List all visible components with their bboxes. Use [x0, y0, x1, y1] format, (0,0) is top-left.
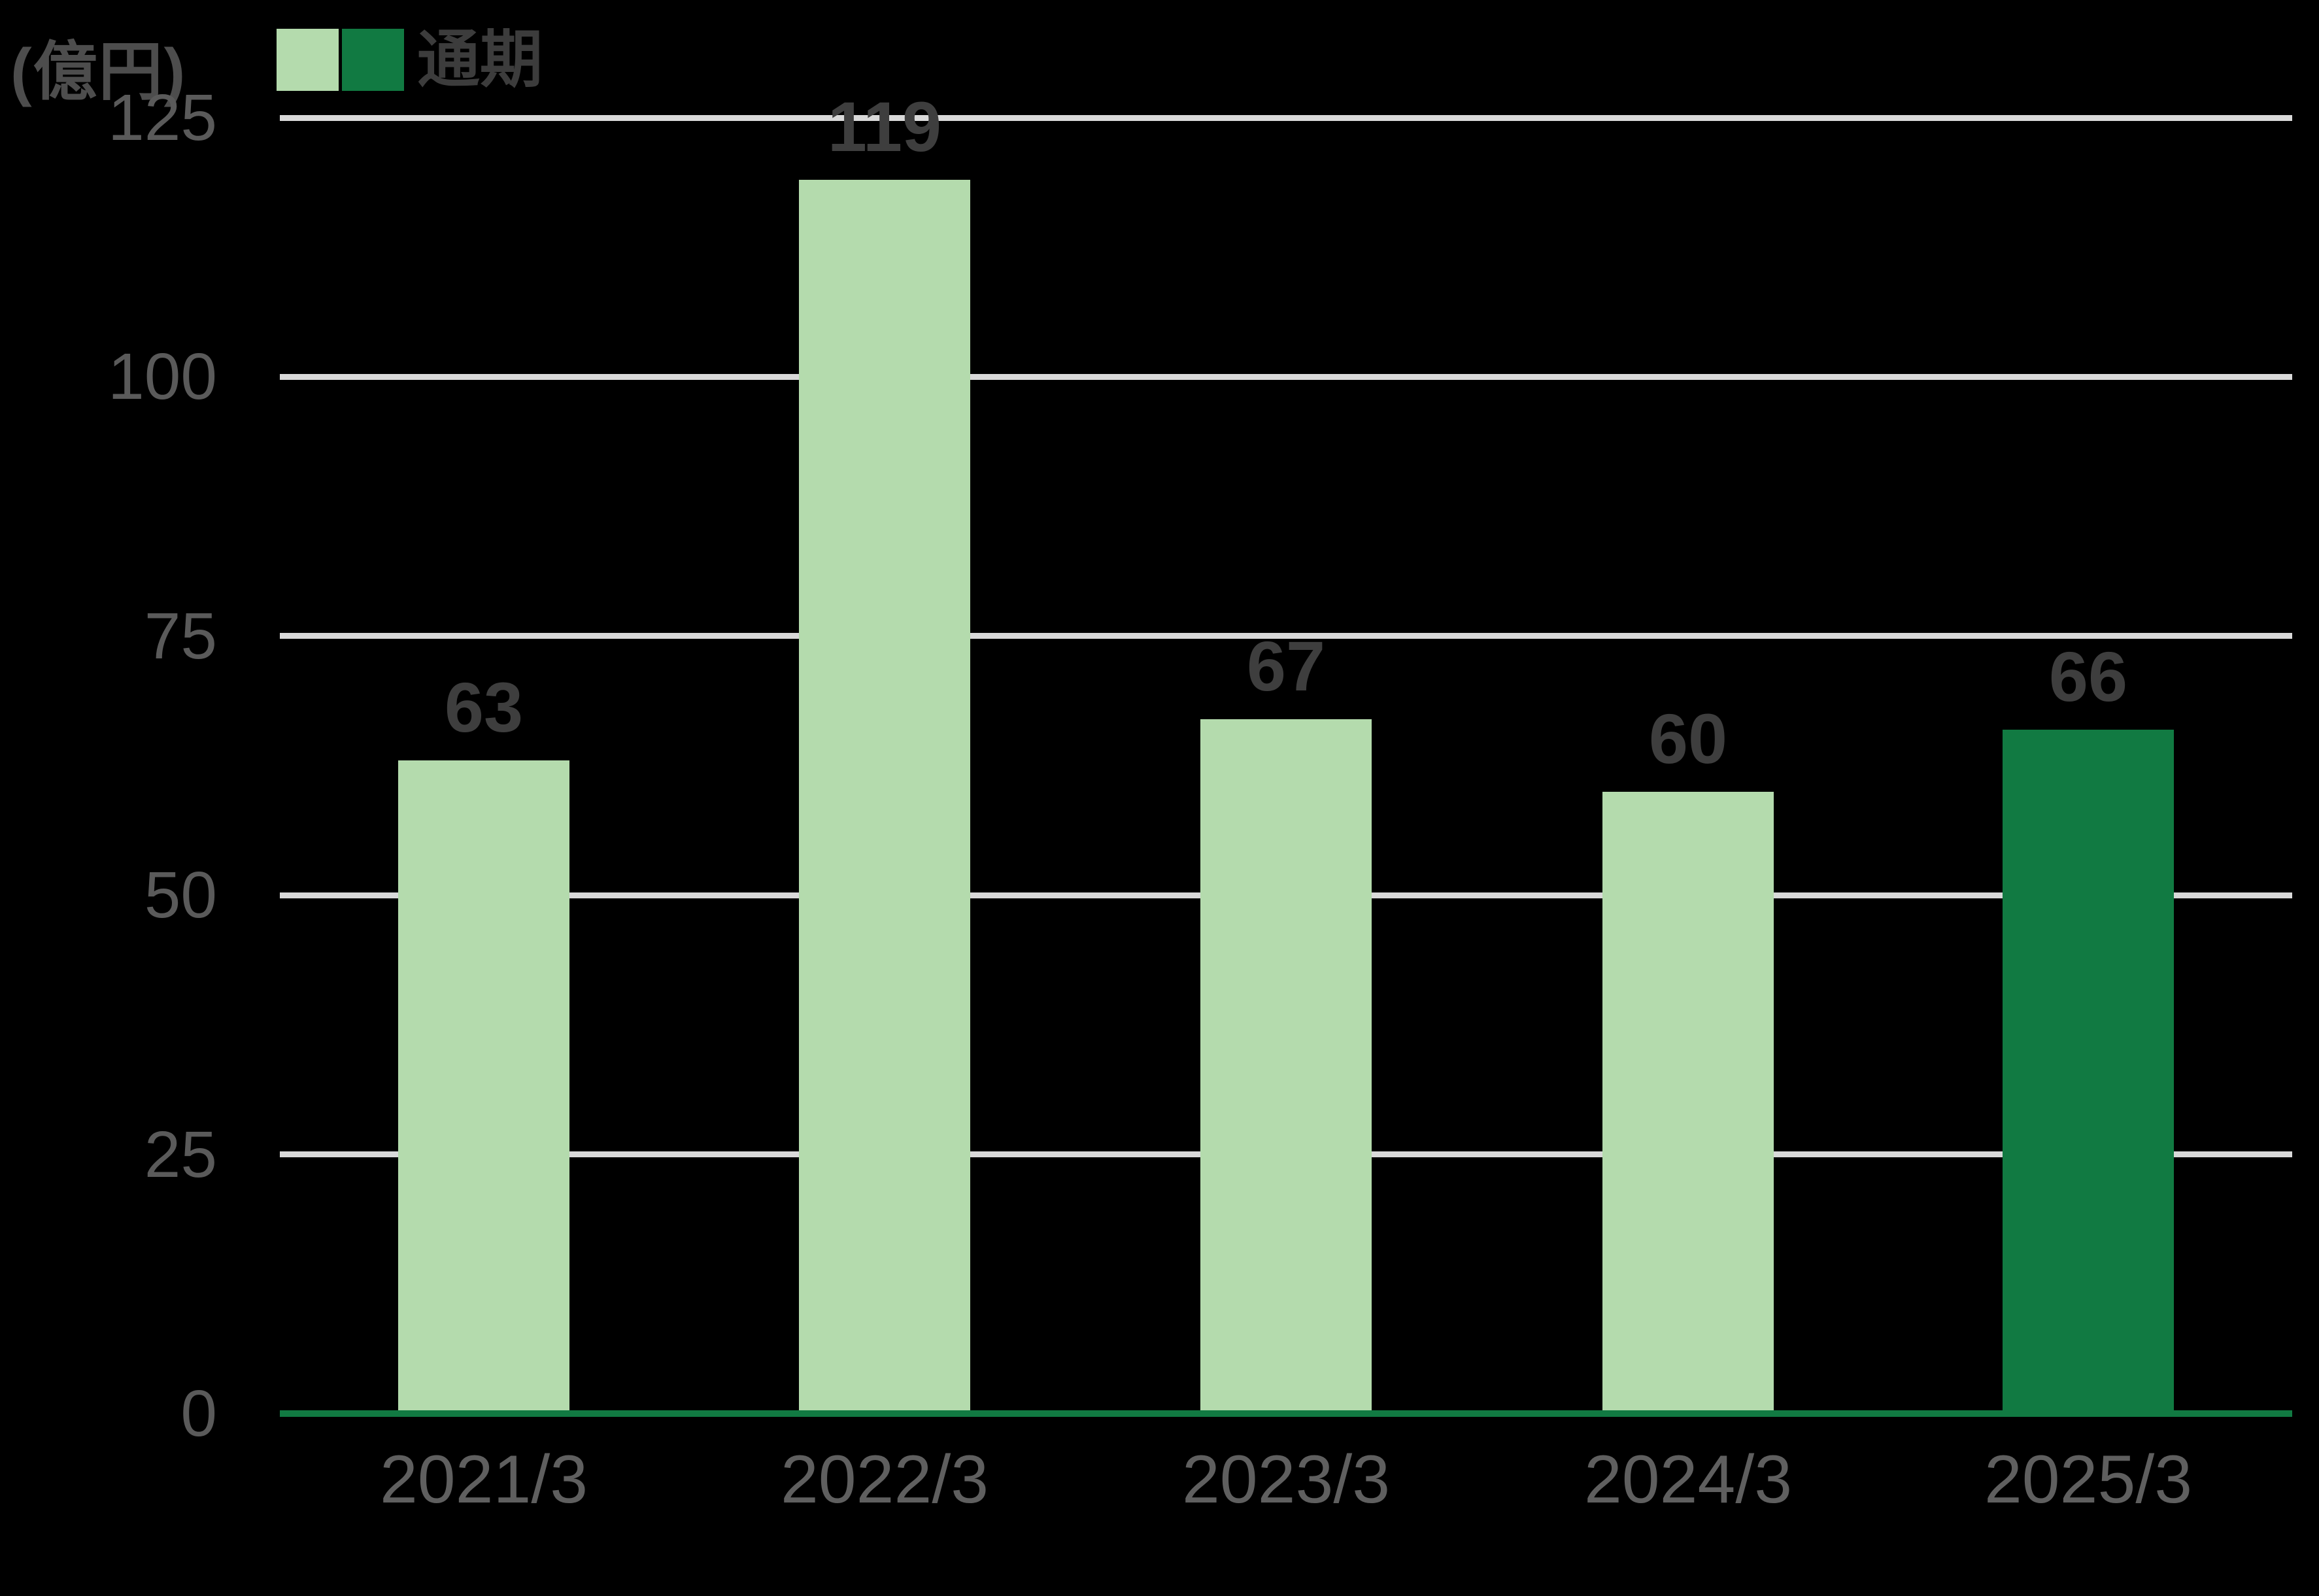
bar-2022-3 [799, 180, 970, 1414]
gridline-100 [280, 373, 2292, 380]
x-axis-tick-label-2021-3: 2021/3 [379, 1442, 588, 1518]
bar-value-label-2025-3: 66 [2048, 636, 2128, 716]
x-axis-baseline [280, 1410, 2292, 1417]
y-axis-tick-label-125: 125 [108, 81, 217, 154]
x-axis-tick-label-2025-3: 2025/3 [1984, 1442, 2193, 1518]
legend-swatch-dark-green [342, 28, 404, 91]
x-axis-tick-label-2024-3: 2024/3 [1583, 1442, 1793, 1518]
bar-2023-3 [1200, 719, 1372, 1414]
y-axis-tick-label-75: 75 [144, 599, 217, 673]
bar-2021-3 [398, 760, 569, 1414]
gridline-125 [280, 114, 2292, 121]
x-axis-tick-label-2023-3: 2023/3 [1181, 1442, 1391, 1518]
bar-value-label-2024-3: 60 [1648, 698, 1728, 778]
y-axis-tick-label-100: 100 [108, 340, 217, 414]
gridline-75 [280, 633, 2292, 639]
y-axis-unit-label: (億円) [10, 35, 187, 107]
bar-value-label-2023-3: 67 [1246, 626, 1326, 705]
legend-label: 通期 [417, 24, 543, 95]
y-axis-tick-label-25: 25 [144, 1117, 217, 1191]
bar-value-label-2021-3: 63 [444, 668, 524, 747]
bar-value-label-2022-3: 119 [827, 87, 942, 167]
bar-2025-3 [2003, 729, 2174, 1414]
legend: 通期 [277, 28, 543, 91]
legend-swatch-light-green [277, 28, 339, 91]
bar-2024-3 [1602, 791, 1774, 1414]
y-axis-tick-label-50: 50 [144, 858, 217, 932]
x-axis-tick-label-2022-3: 2022/3 [780, 1442, 989, 1518]
y-axis-tick-label-0: 0 [180, 1377, 217, 1450]
